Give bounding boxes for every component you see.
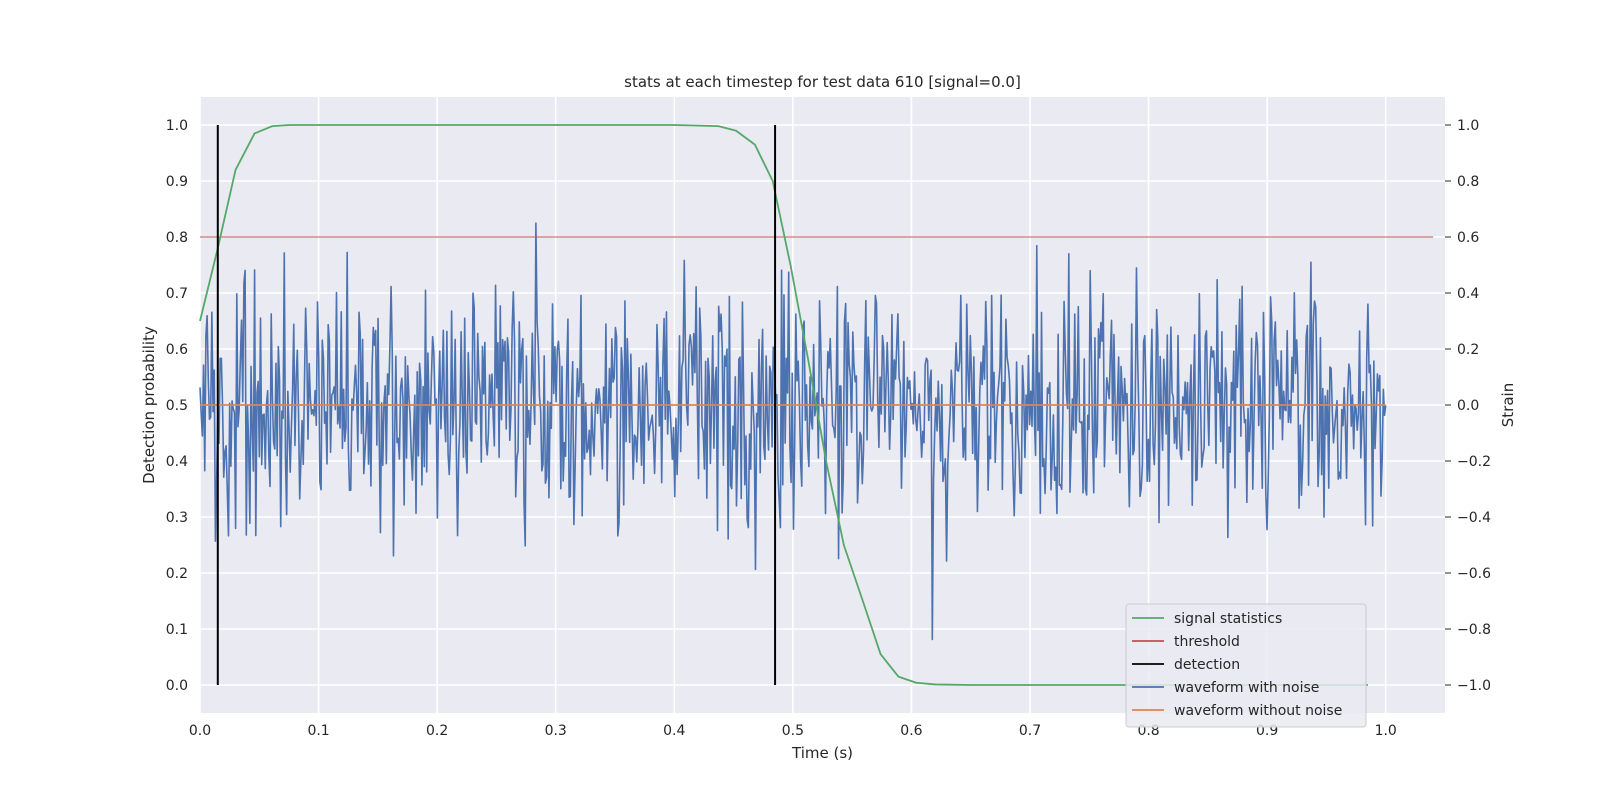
right-y-tick-label: −1.0 bbox=[1457, 678, 1491, 694]
series-signal-statistics bbox=[199, 124, 1368, 686]
left-y-tick-label: 0.1 bbox=[166, 622, 188, 638]
legend-box bbox=[1125, 603, 1367, 728]
right-y-axis-ticks: −1.0 −0.8 −0.6 −0.4 −0.2 0.0 0.2 0.4 0.6 0.8 1.0 bbox=[1445, 118, 1491, 694]
left-y-tick-label: 0.9 bbox=[166, 174, 188, 190]
x-tick-label: 0.2 bbox=[426, 723, 448, 739]
left-y-tick-label: 0.5 bbox=[166, 398, 188, 414]
left-y-tick-label: 0.0 bbox=[166, 678, 188, 694]
right-y-tick-label: 1.0 bbox=[1457, 118, 1479, 134]
x-tick-label: 0.6 bbox=[900, 723, 922, 739]
right-y-tick-label: 0.0 bbox=[1457, 398, 1479, 414]
legend-label: signal statistics bbox=[1174, 611, 1282, 627]
x-tick-label: 0.3 bbox=[545, 723, 567, 739]
left-y-tick-label: 0.4 bbox=[166, 454, 188, 470]
right-y-tick-label: 0.8 bbox=[1457, 174, 1479, 190]
chart-title: stats at each timestep for test data 610… bbox=[624, 73, 1021, 91]
x-tick-label: 0.5 bbox=[782, 723, 804, 739]
left-y-tick-label: 0.8 bbox=[166, 230, 188, 246]
right-y-tick-label: −0.4 bbox=[1457, 510, 1491, 526]
legend-label: waveform with noise bbox=[1174, 680, 1319, 696]
right-y-tick-label: 0.6 bbox=[1457, 230, 1479, 246]
left-y-axis-label: Detection probability bbox=[140, 326, 158, 484]
left-y-tick-label: 0.6 bbox=[166, 342, 188, 358]
x-tick-label: 0.4 bbox=[663, 723, 685, 739]
left-y-tick-label: 1.0 bbox=[166, 118, 188, 134]
x-axis-label: Time (s) bbox=[791, 744, 853, 762]
x-tick-label: 1.0 bbox=[1375, 723, 1397, 739]
right-y-tick-label: −0.2 bbox=[1457, 454, 1491, 470]
series-layer bbox=[199, 124, 1434, 686]
left-y-axis-ticks: 0.0 0.1 0.2 0.3 0.4 0.5 0.6 0.7 0.8 0.9 1.0 bbox=[166, 118, 188, 694]
right-y-tick-label: 0.4 bbox=[1457, 286, 1479, 302]
left-y-tick-label: 0.2 bbox=[166, 566, 188, 582]
left-y-tick-label: 0.3 bbox=[166, 510, 188, 526]
legend-label: waveform without noise bbox=[1174, 703, 1342, 719]
series-waveform-with-noise bbox=[199, 222, 1387, 641]
legend: signal statistics threshold detection wavef… bbox=[1125, 603, 1367, 728]
legend-label: detection bbox=[1174, 657, 1240, 673]
x-tick-label: 0.0 bbox=[189, 723, 211, 739]
x-tick-label: 0.7 bbox=[1019, 723, 1041, 739]
x-tick-label: 0.1 bbox=[307, 723, 329, 739]
left-y-tick-label: 0.7 bbox=[166, 286, 188, 302]
right-y-axis-label: Strain bbox=[1499, 383, 1517, 427]
right-y-tick-label: 0.2 bbox=[1457, 342, 1479, 358]
legend-label: threshold bbox=[1174, 634, 1240, 650]
right-y-tick-label: −0.6 bbox=[1457, 566, 1491, 582]
right-y-tick-label: −0.8 bbox=[1457, 622, 1491, 638]
